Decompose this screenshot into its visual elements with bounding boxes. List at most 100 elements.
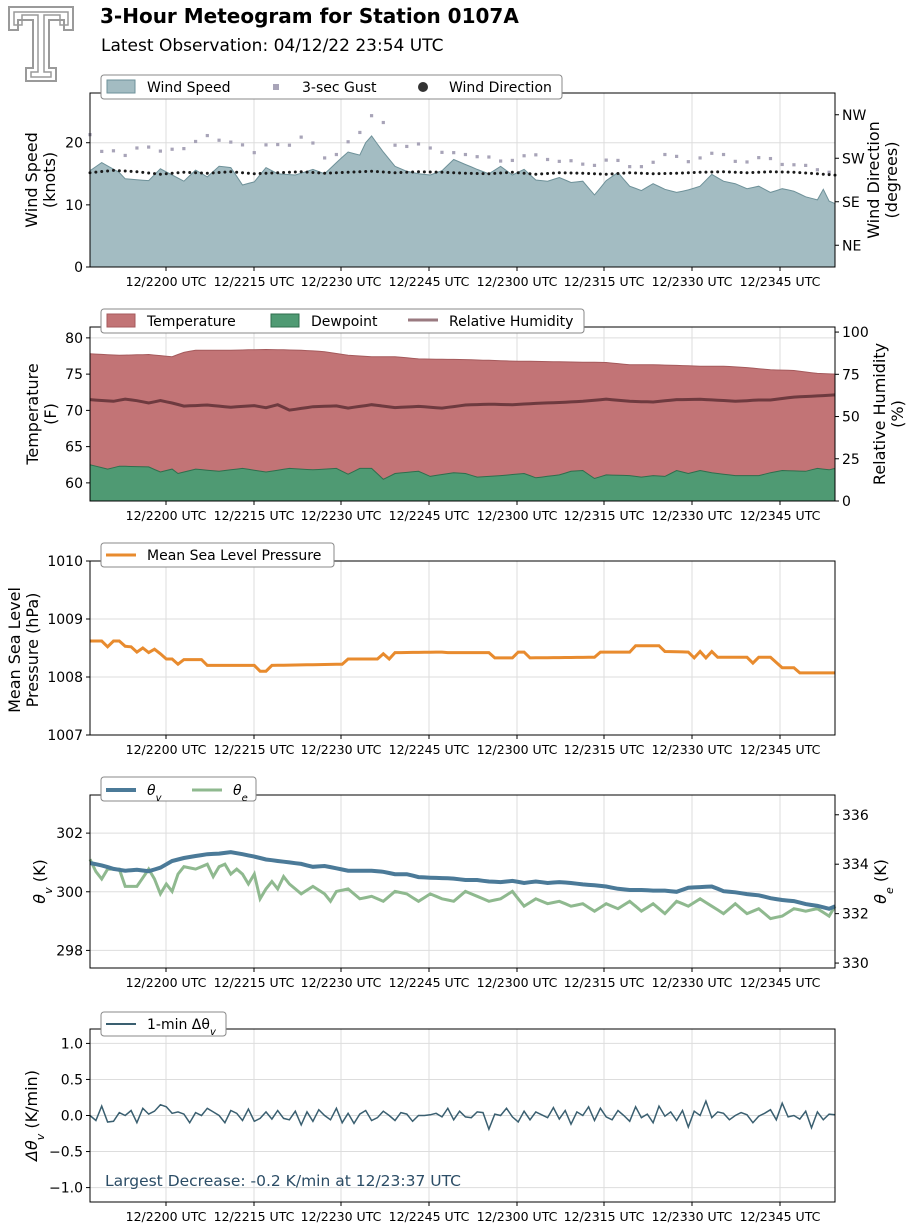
wind-legend bbox=[100, 74, 563, 100]
temperature-legend bbox=[100, 308, 585, 334]
direction-point bbox=[575, 171, 579, 175]
gust-point bbox=[710, 151, 714, 155]
direction-point bbox=[282, 171, 286, 175]
direction-point bbox=[417, 170, 421, 174]
gust-point bbox=[217, 138, 221, 142]
direction-point bbox=[663, 171, 667, 175]
gust-point bbox=[416, 142, 421, 146]
direction-point bbox=[176, 171, 180, 175]
right-y-tick-label: 50 bbox=[842, 410, 860, 426]
x-tick-label: 12/2315 UTC bbox=[564, 1209, 645, 1224]
gust-point bbox=[499, 159, 503, 163]
x-tick-label: 12/2300 UTC bbox=[477, 1209, 558, 1224]
x-tick-label: 12/2300 UTC bbox=[477, 508, 558, 523]
gust-point bbox=[487, 155, 491, 159]
direction-point bbox=[540, 172, 544, 176]
gust-point bbox=[604, 158, 608, 162]
direction-point bbox=[252, 172, 256, 176]
university-logo-icon bbox=[6, 4, 76, 88]
x-tick-label: 12/2300 UTC bbox=[477, 975, 558, 990]
direction-point bbox=[546, 171, 550, 175]
direction-point bbox=[739, 171, 743, 175]
x-tick-label: 12/2330 UTC bbox=[652, 274, 733, 289]
direction-point bbox=[604, 172, 608, 176]
legend-label: Wind Speed bbox=[147, 80, 231, 96]
direction-point bbox=[194, 171, 198, 175]
gust-point bbox=[663, 152, 667, 157]
right-y-tick-label: 100 bbox=[842, 325, 869, 341]
direction-point bbox=[651, 172, 655, 176]
direction-point bbox=[293, 170, 297, 174]
plot-frame bbox=[89, 1028, 836, 1203]
legend-label: 3-sec Gust bbox=[302, 80, 377, 96]
direction-point bbox=[763, 170, 767, 174]
right-y-tick-label: 25 bbox=[842, 452, 860, 468]
x-tick-label: 12/2230 UTC bbox=[301, 274, 382, 289]
direction-point bbox=[111, 168, 115, 172]
direction-point bbox=[827, 173, 831, 177]
gust-point bbox=[628, 165, 632, 169]
gust-point bbox=[369, 114, 374, 118]
gust-point bbox=[323, 156, 327, 160]
x-tick-label: 12/2345 UTC bbox=[740, 975, 821, 990]
direction-point bbox=[534, 172, 538, 176]
direction-point bbox=[780, 170, 784, 174]
gust-point bbox=[452, 151, 456, 155]
legend-swatch-wind-speed bbox=[106, 79, 136, 94]
y-axis-label: Δθv (K/min) bbox=[22, 1070, 47, 1163]
direction-point bbox=[129, 169, 133, 173]
gust-point bbox=[264, 143, 268, 147]
gust-point bbox=[651, 160, 655, 164]
legend-label: θe bbox=[233, 783, 248, 804]
legend-label: Relative Humidity bbox=[449, 314, 573, 330]
direction-point bbox=[305, 170, 309, 174]
direction-point bbox=[733, 170, 737, 174]
y-tick-label: 1009 bbox=[47, 612, 83, 628]
direction-point bbox=[551, 171, 555, 175]
temperature-area bbox=[89, 348, 836, 502]
y-tick-label: 75 bbox=[65, 367, 83, 383]
direction-point bbox=[675, 171, 679, 175]
direction-point bbox=[757, 170, 761, 174]
gust-point bbox=[616, 158, 620, 163]
gust-point bbox=[276, 142, 280, 147]
gust-point bbox=[229, 140, 233, 144]
x-tick-label: 12/2315 UTC bbox=[564, 742, 645, 757]
direction-point bbox=[364, 170, 368, 174]
gust-point bbox=[299, 135, 303, 139]
right-y-tick-label: 334 bbox=[842, 857, 869, 873]
direction-point bbox=[639, 171, 643, 175]
gust-point bbox=[745, 160, 749, 164]
direction-point bbox=[792, 170, 796, 174]
direction-point bbox=[434, 170, 438, 174]
x-tick-label: 12/2330 UTC bbox=[652, 1209, 733, 1224]
direction-point bbox=[393, 171, 397, 175]
y-axis-label: Temperature(F) bbox=[23, 363, 60, 465]
mslp-axes: 1007 1008 1009 1010 12/2200 UTC 12/2215 UTC 12… bbox=[5, 542, 836, 757]
gust-point bbox=[158, 149, 162, 153]
gust-point bbox=[428, 146, 432, 150]
direction-point bbox=[317, 171, 321, 175]
gust-point bbox=[205, 133, 209, 138]
direction-point bbox=[311, 171, 315, 175]
right-axis-label: Relative Humidity(%) bbox=[870, 343, 907, 485]
direction-point bbox=[657, 172, 661, 176]
direction-point bbox=[340, 171, 344, 175]
direction-point bbox=[487, 172, 491, 176]
mslp-line bbox=[90, 639, 835, 675]
legend-label: Temperature bbox=[146, 314, 236, 330]
direction-point bbox=[821, 172, 825, 176]
right-y-tick-label: SE bbox=[842, 195, 860, 211]
direction-point bbox=[346, 170, 350, 174]
gust-point bbox=[557, 159, 561, 163]
direction-point bbox=[622, 171, 626, 175]
x-tick-label: 12/2200 UTC bbox=[126, 1209, 207, 1224]
direction-point bbox=[463, 171, 467, 175]
direction-point bbox=[411, 170, 415, 174]
direction-point bbox=[569, 171, 573, 175]
direction-point bbox=[123, 169, 127, 173]
legend-swatch-temperature bbox=[106, 313, 136, 328]
page-title: 3-Hour Meteogram for Station 0107A bbox=[100, 4, 519, 28]
gust-point bbox=[592, 163, 597, 167]
